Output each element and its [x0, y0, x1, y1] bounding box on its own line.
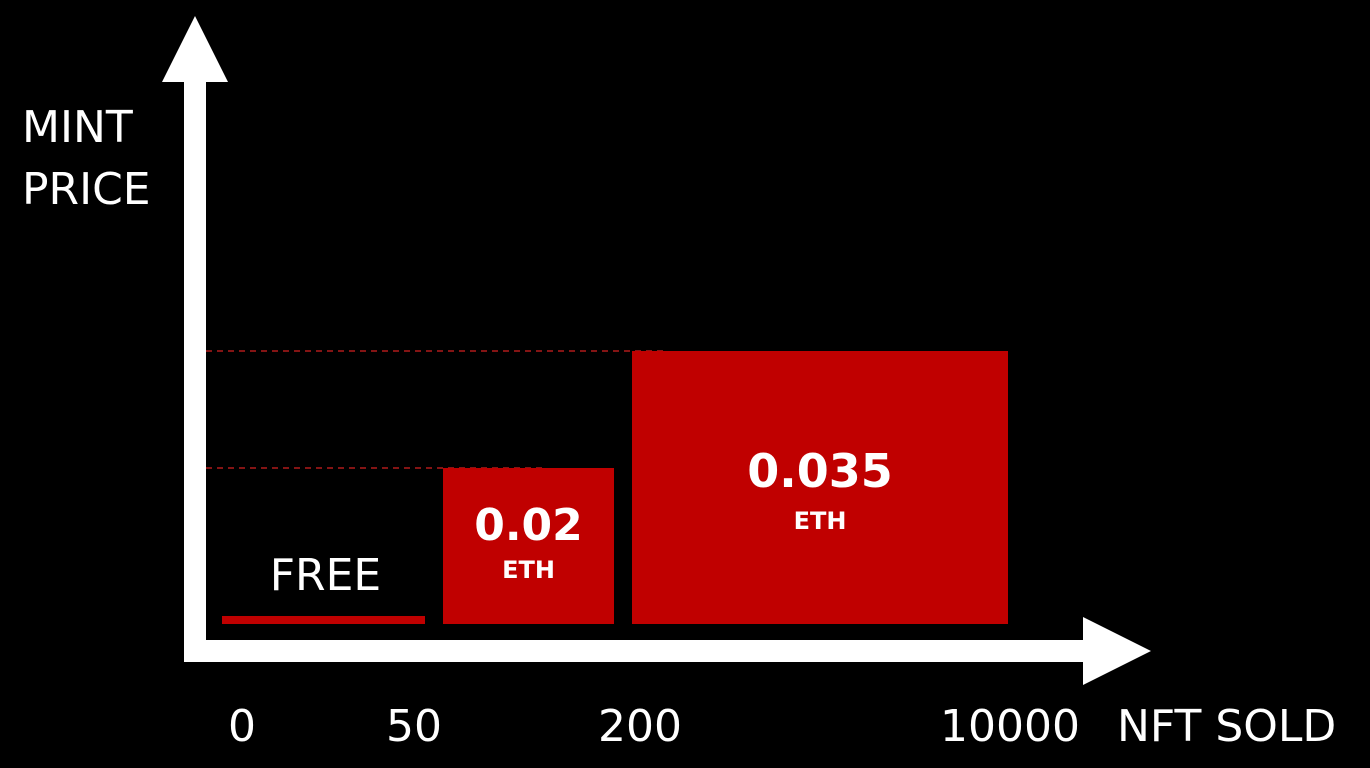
- reference-lines: [206, 350, 665, 469]
- bar-unit-label-2: ETH: [794, 507, 847, 535]
- bar-value-label-0: FREE: [270, 550, 381, 601]
- bars: FREE 0.02 ETH 0.035 ETH: [222, 351, 1008, 624]
- x-tick-label-10000: 10000: [940, 701, 1080, 752]
- bar-tier-2: [632, 351, 1008, 624]
- bar-tier-1: [443, 468, 614, 624]
- bar-unit-label-1: ETH: [502, 556, 555, 584]
- bar-value-label-2: 0.035: [747, 444, 893, 498]
- x-axis-arrow-icon: [1083, 617, 1151, 685]
- y-axis-label-line-1: MINT: [22, 102, 133, 153]
- bar-value-label-1: 0.02: [474, 500, 583, 551]
- x-ticks: 0 50 200 10000: [228, 701, 1080, 752]
- x-tick-label-0: 0: [228, 701, 256, 752]
- x-axis: [184, 640, 1099, 662]
- y-axis-label-line-2: PRICE: [22, 164, 151, 215]
- bar-tier-0: [222, 616, 425, 624]
- y-axis: [184, 62, 206, 662]
- axes: [162, 16, 1151, 685]
- y-axis-arrow-icon: [162, 16, 228, 82]
- x-axis-label: NFT SOLD: [1117, 701, 1336, 752]
- x-tick-label-50: 50: [386, 701, 442, 752]
- labels: MINT PRICE NFT SOLD: [22, 102, 1336, 752]
- x-tick-label-200: 200: [598, 701, 682, 752]
